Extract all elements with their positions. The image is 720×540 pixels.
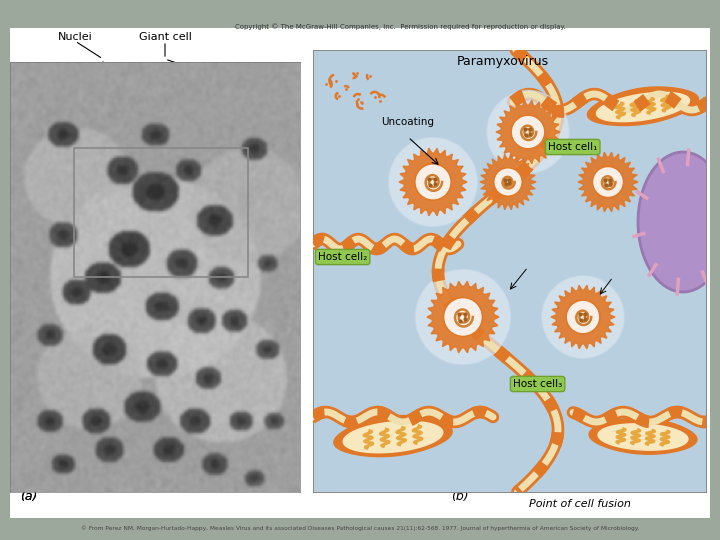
Circle shape xyxy=(415,269,511,365)
Text: Paramyxovirus: Paramyxovirus xyxy=(457,56,549,69)
Polygon shape xyxy=(480,154,536,210)
Polygon shape xyxy=(588,87,698,125)
Polygon shape xyxy=(496,100,560,164)
Text: Nuclei: Nuclei xyxy=(58,32,92,42)
Circle shape xyxy=(541,275,625,359)
Text: Uncoating: Uncoating xyxy=(381,117,434,127)
Circle shape xyxy=(494,168,522,197)
Text: Copyright © The McGraw-Hill Companies, Inc.  Permission required for reproductio: Copyright © The McGraw-Hill Companies, I… xyxy=(235,23,565,30)
Polygon shape xyxy=(334,415,452,457)
Circle shape xyxy=(487,90,570,173)
Circle shape xyxy=(566,300,600,334)
Polygon shape xyxy=(578,152,638,212)
Circle shape xyxy=(444,298,482,336)
Circle shape xyxy=(593,166,624,198)
Text: (b): (b) xyxy=(451,490,469,503)
Polygon shape xyxy=(598,424,688,450)
Text: Host cell₁: Host cell₁ xyxy=(548,142,598,152)
Text: Host cell₃: Host cell₃ xyxy=(513,379,562,389)
Polygon shape xyxy=(427,281,499,353)
Circle shape xyxy=(511,115,545,149)
Text: © From Perez NM, Morgan-Hurtado-Happy, Measles Virus and its associated Diseases: © From Perez NM, Morgan-Hurtado-Happy, M… xyxy=(81,525,639,531)
Ellipse shape xyxy=(638,152,720,292)
Text: Giant cell: Giant cell xyxy=(138,32,192,42)
Text: Host cell₂: Host cell₂ xyxy=(318,252,367,262)
FancyBboxPatch shape xyxy=(10,28,710,518)
Circle shape xyxy=(415,164,451,200)
Text: (a): (a) xyxy=(20,490,37,503)
Polygon shape xyxy=(343,421,443,453)
Polygon shape xyxy=(596,92,690,122)
Circle shape xyxy=(388,137,478,227)
Text: Point of cell fusion: Point of cell fusion xyxy=(529,499,631,509)
Polygon shape xyxy=(551,285,615,349)
Text: (a): (a) xyxy=(20,490,37,503)
Polygon shape xyxy=(589,418,697,454)
Polygon shape xyxy=(399,148,467,216)
Bar xyxy=(73,148,248,277)
